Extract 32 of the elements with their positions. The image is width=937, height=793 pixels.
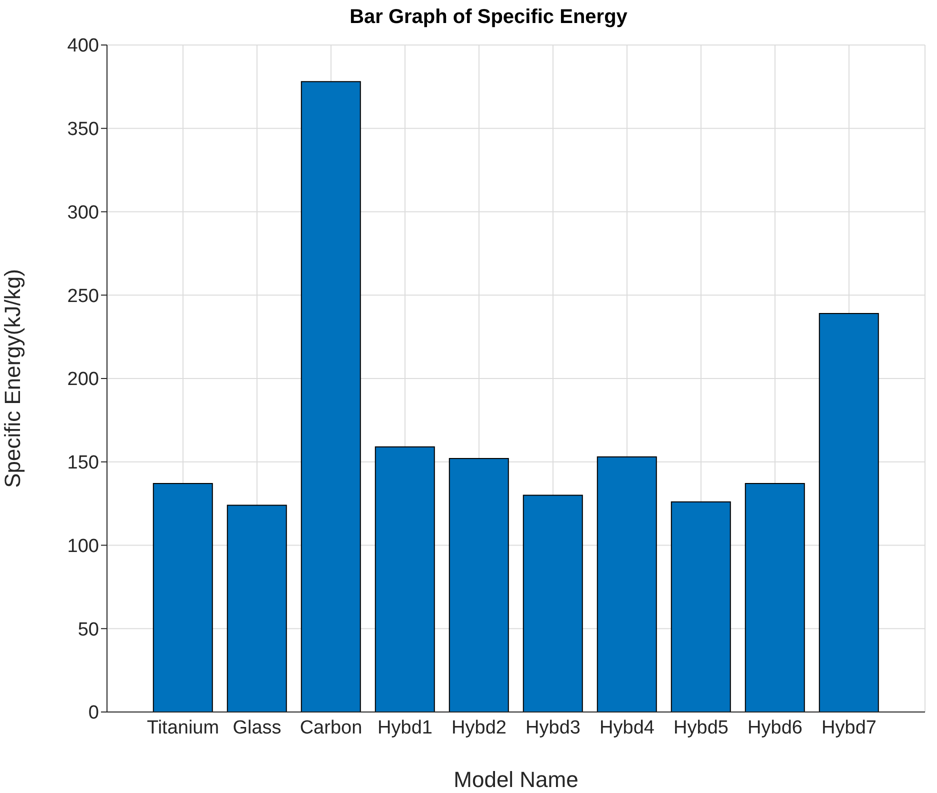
x-tick-label: Hybd2 — [452, 717, 506, 738]
bar — [596, 456, 657, 712]
x-tick-label: Carbon — [300, 717, 362, 738]
x-tick-label: Titanium — [146, 717, 220, 738]
bar — [374, 446, 435, 712]
y-tick-label: 350 — [67, 119, 99, 140]
x-tick-label: Glass — [232, 717, 282, 738]
bar — [226, 504, 287, 712]
x-tick-label: Hybd3 — [526, 717, 580, 738]
x-tick-label: Hybd5 — [674, 717, 728, 738]
y-tick-label: 100 — [67, 536, 99, 557]
bar — [818, 312, 879, 712]
x-axis-title: Model Name — [454, 767, 578, 792]
y-tick-label: 50 — [78, 619, 99, 640]
x-tick-label: Hybd4 — [600, 717, 655, 738]
x-tick-label: Hybd1 — [378, 717, 432, 738]
bar — [152, 483, 213, 712]
y-tick-label: 250 — [67, 286, 99, 307]
y-tick-label: 300 — [67, 202, 99, 224]
bar — [300, 81, 361, 712]
x-tick-label: Hybd7 — [822, 717, 876, 738]
y-axis-title: Specific Energy(kJ/kg) — [0, 269, 25, 488]
bar — [522, 494, 583, 712]
bar — [448, 458, 509, 712]
y-tick-label: 0 — [88, 702, 99, 724]
bar — [670, 501, 731, 712]
chart-title: Bar Graph of Specific Energy — [348, 6, 628, 29]
y-tick-label: 150 — [67, 452, 99, 474]
bar — [744, 483, 805, 712]
y-tick-label: 400 — [67, 36, 99, 57]
x-tick-label: Hybd6 — [748, 717, 802, 738]
y-tick-label: 200 — [67, 369, 99, 390]
